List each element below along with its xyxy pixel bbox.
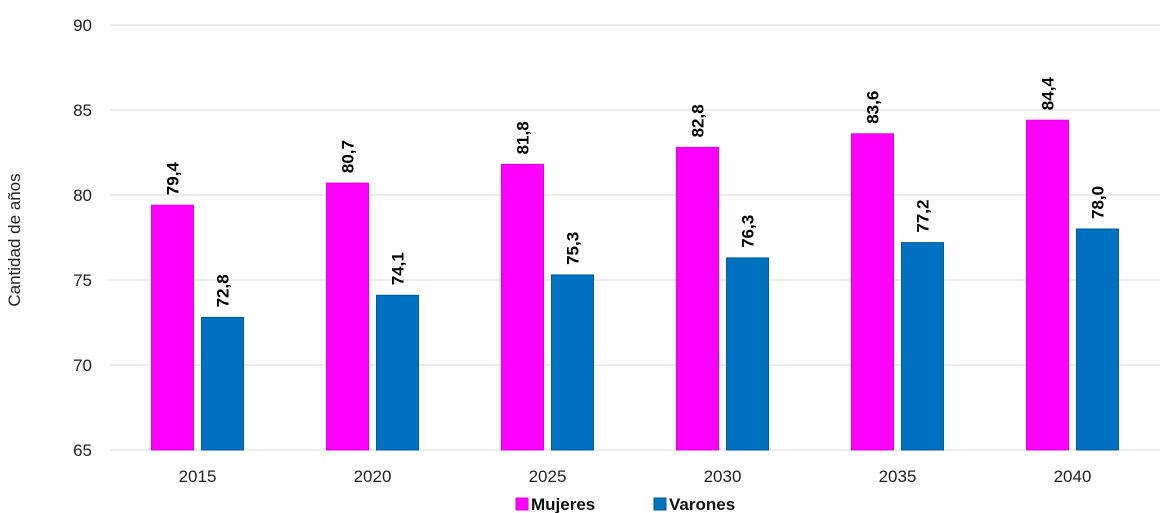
gridlines <box>110 24 1160 451</box>
legend-swatch-varones <box>653 497 667 511</box>
data-label-varones-2025: 75,3 <box>564 232 583 265</box>
y-tick-label-70: 70 <box>73 356 92 375</box>
y-tick-label-90: 90 <box>73 16 92 35</box>
data-label-mujeres-2020: 80,7 <box>339 140 358 173</box>
bar-mujeres-2025 <box>501 163 544 451</box>
data-label-varones-2030: 76,3 <box>739 215 758 248</box>
x-tick-label-2020: 2020 <box>354 467 392 486</box>
data-label-mujeres-2025: 81,8 <box>514 121 533 154</box>
data-label-varones-2040: 78,0 <box>1089 186 1108 219</box>
bar-mujeres-2015 <box>151 204 194 451</box>
bar-mujeres-2020 <box>326 182 369 451</box>
bar-varones-2015 <box>201 316 244 451</box>
y-tick-label-80: 80 <box>73 186 92 205</box>
data-label-mujeres-2040: 84,4 <box>1039 77 1058 111</box>
y-tick-label-85: 85 <box>73 101 92 120</box>
y-axis-ticks: 65 70 75 80 85 90 <box>73 16 92 460</box>
x-axis-ticks: 2015 2020 2025 2030 2035 2040 <box>179 467 1092 486</box>
data-label-varones-2015: 72,8 <box>214 274 233 307</box>
bar-mujeres-2040 <box>1026 119 1069 451</box>
data-label-mujeres-2030: 82,8 <box>689 104 708 137</box>
legend-label-mujeres: Mujeres <box>531 495 595 513</box>
x-tick-label-2030: 2030 <box>704 467 742 486</box>
bar-varones-2035 <box>901 242 944 451</box>
legend: Mujeres Varones <box>515 495 735 513</box>
data-label-varones-2035: 77,2 <box>914 200 933 233</box>
bar-varones-2025 <box>551 274 594 451</box>
bar-varones-2040 <box>1076 228 1119 451</box>
x-tick-label-2035: 2035 <box>879 467 917 486</box>
x-tick-label-2025: 2025 <box>529 467 567 486</box>
bar-varones-2030 <box>726 257 769 451</box>
y-axis-title: Cantidad de años <box>5 173 24 306</box>
data-label-varones-2020: 74,1 <box>389 252 408 285</box>
legend-label-varones: Varones <box>669 495 735 513</box>
data-label-mujeres-2035: 83,6 <box>864 91 883 124</box>
bar-mujeres-2030 <box>676 146 719 451</box>
x-tick-label-2015: 2015 <box>179 467 217 486</box>
y-tick-label-75: 75 <box>73 271 92 290</box>
bars <box>151 119 1119 451</box>
legend-swatch-mujeres <box>515 497 529 511</box>
data-label-mujeres-2015: 79,4 <box>164 162 183 196</box>
bar-mujeres-2035 <box>851 133 894 451</box>
bar-varones-2020 <box>376 294 419 451</box>
y-tick-label-65: 65 <box>73 441 92 460</box>
x-tick-label-2040: 2040 <box>1054 467 1092 486</box>
data-labels: 79,4 72,8 80,7 74,1 81,8 75,3 82,8 76,3 83,6 77,2… <box>164 77 1108 308</box>
